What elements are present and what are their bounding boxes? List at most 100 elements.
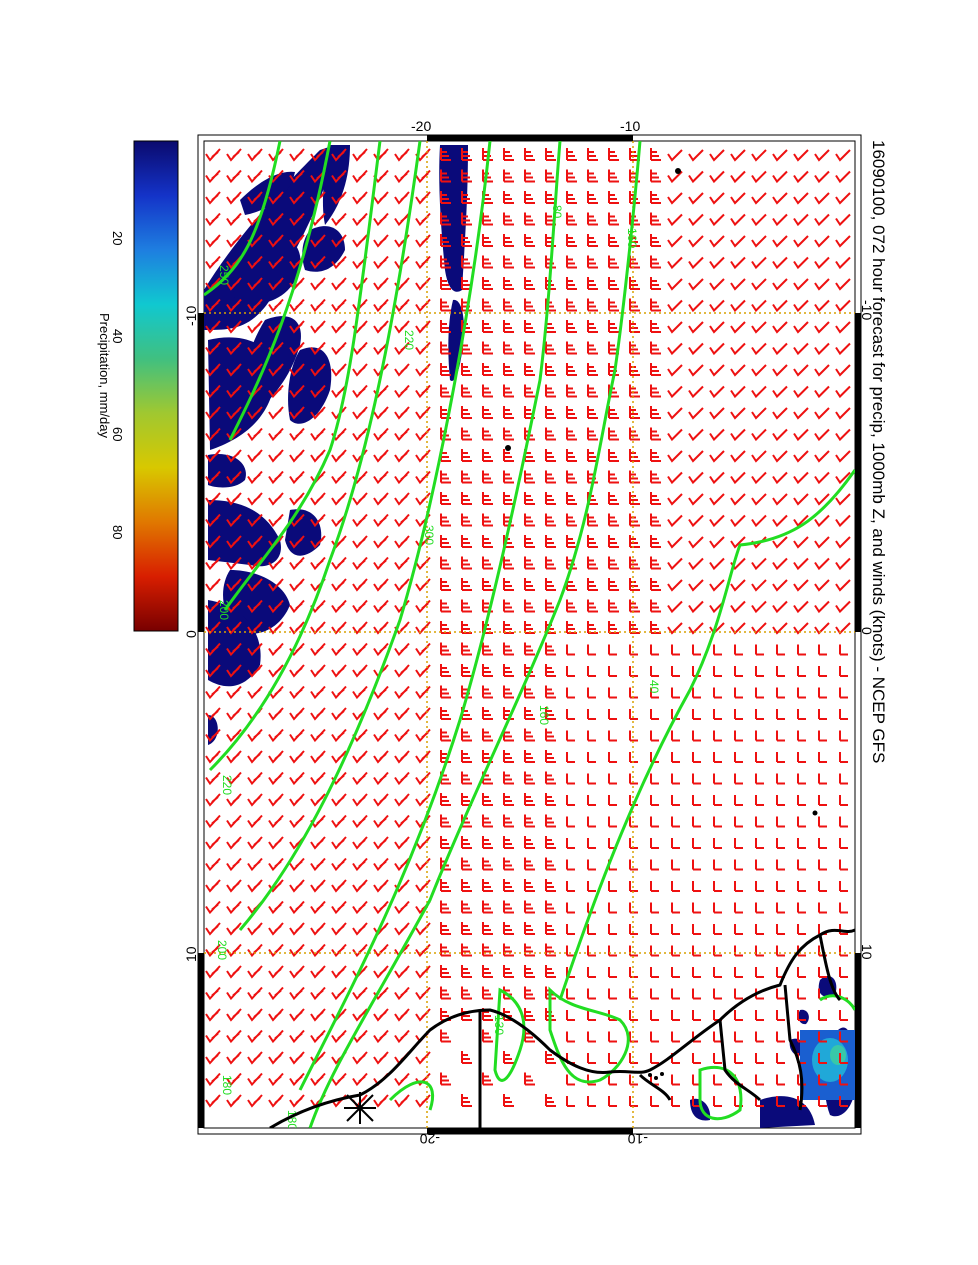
wind-barb bbox=[709, 149, 725, 162]
wind-barb bbox=[373, 191, 389, 205]
wind-barb bbox=[793, 428, 809, 442]
wind-barb bbox=[692, 709, 701, 720]
wind-barb bbox=[772, 278, 788, 291]
wind-barb bbox=[226, 986, 242, 1001]
wind-barb bbox=[524, 384, 535, 398]
wind-barb bbox=[688, 278, 704, 291]
wind-barb bbox=[730, 321, 746, 334]
wind-barb bbox=[331, 363, 347, 377]
map-dots bbox=[505, 168, 818, 1080]
colorbar-tick-label: 40 bbox=[110, 329, 125, 343]
wind-barb bbox=[331, 234, 347, 248]
wind-barb bbox=[482, 943, 493, 957]
wind-barb bbox=[331, 965, 347, 979]
wind-barb bbox=[776, 1074, 785, 1086]
wind-barb bbox=[415, 879, 431, 893]
wind-barb bbox=[629, 320, 640, 333]
wind-barb bbox=[440, 320, 451, 333]
wind-barb bbox=[835, 364, 851, 377]
wind-barb bbox=[289, 234, 305, 248]
wind-barb bbox=[629, 277, 640, 290]
wind-barb bbox=[268, 1072, 284, 1087]
wind-barb bbox=[692, 881, 701, 892]
wind-barb bbox=[331, 900, 347, 915]
wind-barb bbox=[793, 385, 809, 399]
wind-barb bbox=[545, 814, 556, 828]
wind-barb bbox=[772, 170, 788, 184]
wind-barb bbox=[545, 836, 556, 849]
wind-barb bbox=[650, 212, 661, 226]
wind-barb bbox=[482, 879, 493, 892]
wind-barb bbox=[587, 191, 598, 204]
wind-barb bbox=[709, 407, 725, 420]
lat-tick-bottom-1: -20 bbox=[420, 1131, 440, 1147]
wind-barb bbox=[650, 169, 661, 183]
wind-barb bbox=[440, 965, 451, 978]
wind-barb bbox=[835, 256, 851, 270]
wind-barb bbox=[331, 685, 347, 700]
wind-barb bbox=[650, 492, 661, 505]
wind-barb bbox=[545, 449, 556, 462]
wind-barb bbox=[839, 1010, 848, 1021]
wind-barb bbox=[688, 622, 704, 635]
wind-barb bbox=[205, 685, 221, 700]
wind-barb bbox=[587, 341, 598, 355]
wind-barb bbox=[289, 169, 305, 184]
wind-barb bbox=[461, 857, 472, 871]
wind-barb bbox=[226, 900, 242, 915]
wind-barb bbox=[524, 277, 535, 290]
wind-barb bbox=[608, 945, 617, 957]
wind-barb bbox=[629, 838, 638, 849]
wind-barb bbox=[814, 579, 830, 592]
wind-barb bbox=[352, 857, 368, 872]
wind-barb bbox=[587, 320, 598, 333]
wind-barb bbox=[247, 363, 263, 377]
wind-barb bbox=[461, 169, 472, 183]
wind-barb bbox=[667, 471, 683, 485]
wind-barb bbox=[524, 771, 535, 785]
wind-barb bbox=[608, 967, 617, 978]
wind-barb bbox=[835, 579, 851, 592]
wind-barb bbox=[650, 1010, 659, 1021]
wind-barb bbox=[818, 1031, 827, 1043]
wind-barb bbox=[461, 320, 472, 333]
wind-barb bbox=[331, 320, 347, 334]
wind-barb bbox=[461, 234, 472, 247]
wind-barb bbox=[268, 599, 284, 614]
wind-barb bbox=[461, 470, 472, 484]
contour-label: 160 bbox=[625, 228, 639, 248]
wind-barb bbox=[818, 1074, 827, 1086]
wind-barb bbox=[482, 384, 493, 398]
wind-barb bbox=[566, 1074, 575, 1086]
wind-barb bbox=[755, 1074, 764, 1086]
wind-barb bbox=[247, 1051, 263, 1065]
wind-barb bbox=[730, 192, 746, 205]
wind-barb bbox=[545, 621, 556, 634]
wind-barb bbox=[688, 213, 704, 227]
wind-barb bbox=[331, 212, 347, 227]
contour-label: 200 bbox=[217, 600, 231, 620]
wind-barb bbox=[797, 1031, 806, 1043]
lon-tick-bottom-1: -10 bbox=[183, 306, 199, 326]
wind-barb bbox=[839, 666, 848, 677]
wind-barb bbox=[310, 341, 326, 356]
wind-barb bbox=[587, 599, 598, 613]
wind-barb bbox=[289, 793, 305, 807]
wind-barb bbox=[503, 255, 514, 269]
wind-barb bbox=[797, 881, 806, 892]
wind-barb bbox=[503, 169, 514, 183]
wind-barb bbox=[247, 406, 263, 420]
wind-barb bbox=[839, 859, 848, 871]
wind-barb bbox=[608, 816, 617, 828]
wind-barb bbox=[650, 556, 661, 570]
wind-barb bbox=[415, 384, 431, 399]
wind-barb bbox=[461, 535, 472, 548]
wind-barb bbox=[524, 707, 535, 720]
wind-barb bbox=[394, 922, 410, 936]
wind-barb bbox=[268, 427, 284, 442]
wind-barb bbox=[629, 449, 640, 462]
wind-barb bbox=[755, 838, 764, 849]
wind-barb bbox=[793, 471, 809, 485]
wind-barb bbox=[608, 341, 619, 355]
wind-barb bbox=[440, 1029, 451, 1043]
